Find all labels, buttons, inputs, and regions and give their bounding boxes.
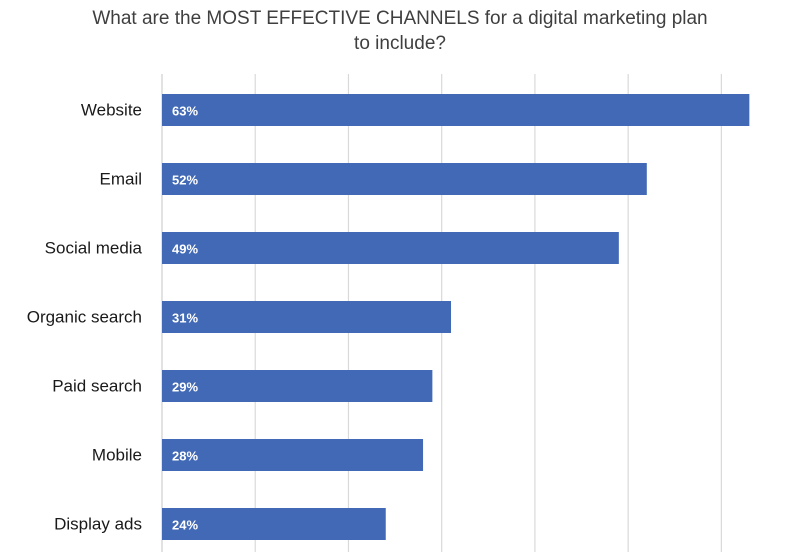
- value-label: 31%: [172, 311, 198, 326]
- value-label: 28%: [172, 449, 198, 464]
- category-label: Website: [81, 101, 142, 120]
- category-label: Social media: [45, 239, 143, 258]
- value-label: 24%: [172, 518, 198, 533]
- bar-social-media: [162, 232, 619, 264]
- chart-title-line-2: to include?: [354, 33, 446, 54]
- category-label: Email: [99, 170, 142, 189]
- value-label: 29%: [172, 380, 198, 395]
- bar-website: [162, 94, 750, 126]
- chart-title-line-1: What are the MOST EFFECTIVE CHANNELS for…: [92, 8, 708, 29]
- value-label: 63%: [172, 104, 198, 119]
- category-label: Paid search: [52, 377, 142, 396]
- category-label: Mobile: [92, 446, 142, 465]
- category-label: Organic search: [27, 308, 142, 327]
- bar-display-ads: [162, 508, 386, 540]
- bar-paid-search: [162, 370, 433, 402]
- value-label: 52%: [172, 173, 198, 188]
- bar-email: [162, 163, 647, 195]
- bar-organic-search: [162, 301, 452, 333]
- bar-mobile: [162, 439, 424, 471]
- category-label: Display ads: [54, 515, 142, 534]
- value-label: 49%: [172, 242, 198, 257]
